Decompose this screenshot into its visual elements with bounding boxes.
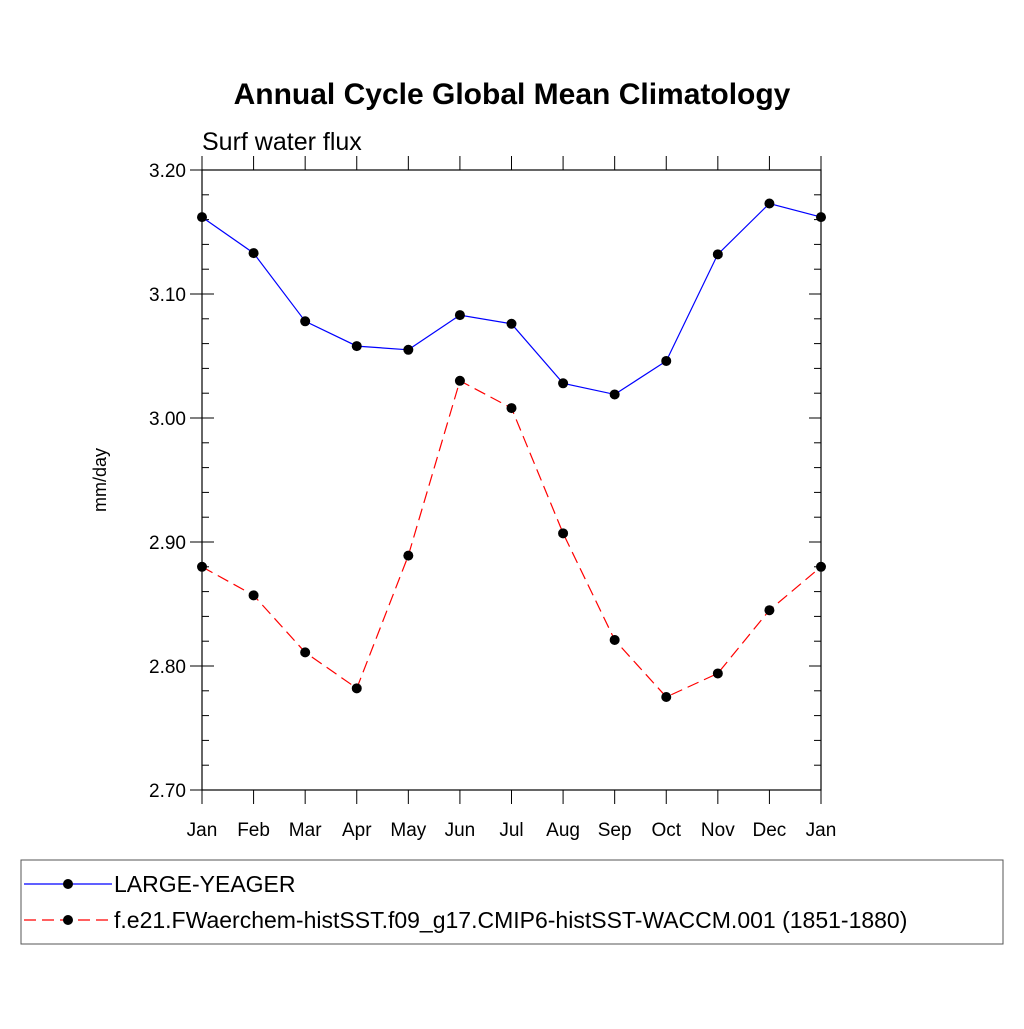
series-2-point (403, 550, 414, 561)
x-tick-label: Nov (701, 820, 735, 841)
series-2-point (661, 692, 672, 702)
x-tick-label: May (390, 820, 426, 841)
series-1-point (197, 212, 207, 223)
series-2-point (558, 528, 569, 539)
series-1-point (403, 344, 414, 355)
x-tick-label: Apr (342, 820, 372, 841)
chart-title: Annual Cycle Global Mean Climatology (234, 78, 791, 111)
x-tick-label: Aug (546, 820, 580, 841)
x-tick-label: Sep (598, 820, 632, 841)
legend-marker-1 (63, 879, 73, 889)
series-2-point (712, 668, 723, 679)
series-line-2 (201, 379, 822, 698)
x-tick-label: Jun (445, 820, 476, 841)
legend-label-1: LARGE-YEAGER (114, 871, 296, 897)
series-1-point (558, 378, 569, 389)
series-1-point (454, 310, 465, 321)
y-tick-label: 3.00 (149, 409, 186, 430)
series-2-point (816, 561, 826, 572)
axis-ticks: 2.70 2.80 2.90 3.00 3.10 3.20 Jan Feb Mar Apr May J… (149, 156, 836, 841)
chart-subtitle: Surf water flux (202, 128, 362, 156)
x-tick-label: Jan (806, 820, 837, 841)
series-1-point (816, 212, 826, 223)
series-2-point (609, 634, 620, 645)
series-2-point (248, 590, 259, 601)
legend-marker-2 (63, 915, 73, 925)
series-2-point (454, 375, 465, 386)
series-1-point (351, 341, 362, 352)
plot-frame (201, 169, 822, 791)
series-1-point (248, 248, 259, 259)
series-1-point (300, 316, 311, 327)
x-tick-label: Jul (499, 820, 523, 841)
series-2-point (764, 605, 775, 616)
legend: LARGE-YEAGER f.e21.FWaerchem-histSST.f09_… (20, 859, 1004, 945)
series-1-point (609, 389, 620, 400)
series-1-point (712, 249, 723, 260)
y-tick-label: 2.70 (149, 781, 186, 802)
series-2-point (351, 683, 362, 694)
x-tick-label: Feb (237, 820, 270, 841)
x-tick-label: Dec (753, 820, 787, 841)
series-1-point (506, 318, 517, 329)
series-line-1 (201, 202, 822, 396)
x-tick-label: Oct (651, 820, 681, 841)
series-group (197, 198, 826, 702)
legend-box (20, 859, 1004, 945)
y-tick-label: 3.20 (149, 161, 186, 182)
series-2-point (506, 403, 517, 414)
y-tick-label: 2.90 (149, 533, 186, 554)
x-tick-label: Jan (187, 820, 218, 841)
y-tick-label: 3.10 (149, 285, 186, 306)
series-1-point (661, 355, 672, 366)
series-2-point (300, 647, 311, 658)
y-tick-label: 2.80 (149, 657, 186, 678)
x-tick-label: Mar (289, 820, 322, 841)
series-1-point (764, 198, 775, 209)
legend-label-2: f.e21.FWaerchem-histSST.f09_g17.CMIP6-hi… (114, 907, 907, 933)
y-axis-label: mm/day (90, 448, 110, 512)
series-2-point (197, 561, 207, 572)
